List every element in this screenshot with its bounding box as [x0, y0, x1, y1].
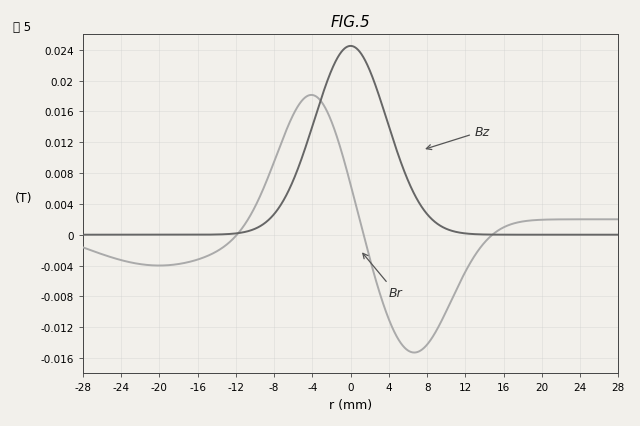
X-axis label: r (mm): r (mm) — [329, 398, 372, 411]
Text: 図 5: 図 5 — [13, 21, 31, 34]
Title: FIG.5: FIG.5 — [331, 15, 371, 30]
Text: Bz: Bz — [426, 125, 490, 150]
Text: Br: Br — [363, 254, 403, 299]
Y-axis label: (T): (T) — [15, 191, 33, 204]
